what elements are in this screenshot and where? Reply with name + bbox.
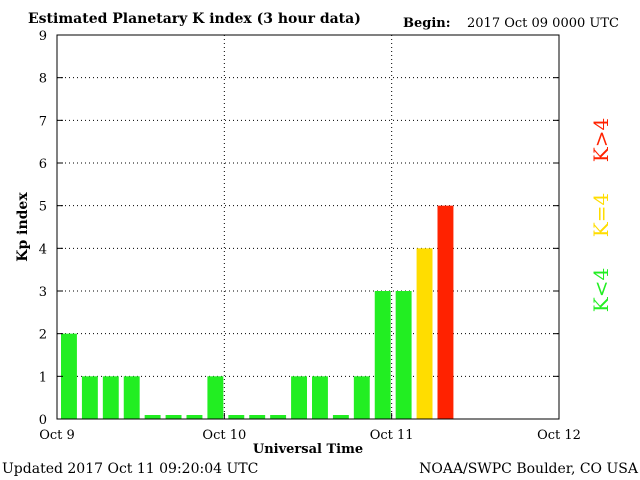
- begin-label: Begin:: [403, 16, 451, 31]
- kp-bar: [123, 376, 140, 419]
- y-axis-label: Kp index: [15, 192, 31, 262]
- begin-value: 2017 Oct 09 0000 UTC: [467, 16, 619, 31]
- legend-label: K<4: [589, 268, 613, 312]
- kp-bar: [395, 291, 412, 419]
- legend: K>4 K=4 K<4: [589, 118, 613, 312]
- updated-timestamp: Updated 2017 Oct 11 09:20:04 UTC: [2, 461, 258, 477]
- chart-title: Estimated Planetary K index (3 hour data…: [28, 11, 361, 27]
- kp-bar: [144, 415, 161, 419]
- y-tick-label: 9: [39, 29, 47, 44]
- kp-bar: [437, 205, 454, 419]
- kp-bar: [249, 415, 266, 419]
- plot-frame: [56, 34, 560, 420]
- kp-bar: [332, 415, 349, 419]
- legend-label: K>4: [589, 118, 613, 162]
- kp-bar: [102, 376, 119, 419]
- kp-bar: [291, 376, 307, 419]
- legend-label: K=4: [589, 193, 613, 237]
- x-axis-label: Universal Time: [253, 442, 363, 457]
- source-credit: NOAA/SWPC Boulder, CO USA: [419, 461, 639, 477]
- y-ticks: 0 1 2 3 4 5 6 7 8 9: [39, 29, 559, 428]
- y-tick-label: 5: [39, 200, 47, 215]
- x-ticks: Oct 9 Oct 10 Oct 11 Oct 12: [39, 413, 581, 443]
- kp-bar: [353, 376, 370, 419]
- x-tick-label: Oct 9: [39, 428, 75, 443]
- y-tick-label: 2: [39, 328, 47, 343]
- x-tick-label: Oct 12: [537, 428, 581, 443]
- kp-bar: [207, 376, 224, 419]
- y-tick-label: 7: [39, 114, 47, 129]
- kp-bar: [61, 333, 77, 419]
- kp-bar: [186, 415, 203, 419]
- kp-bar: [270, 415, 287, 419]
- kp-bar: [165, 415, 182, 419]
- kp-bar: [312, 376, 328, 419]
- kp-bar: [374, 291, 391, 419]
- kp-bar: [228, 415, 245, 419]
- x-tick-label: Oct 10: [202, 428, 246, 443]
- y-tick-label: 4: [39, 242, 47, 257]
- x-tick-label: Oct 11: [370, 428, 414, 443]
- y-tick-label: 0: [39, 413, 47, 428]
- y-tick-label: 6: [39, 157, 47, 172]
- bars: [61, 205, 454, 419]
- kp-bar: [81, 376, 98, 419]
- y-tick-label: 8: [39, 72, 47, 87]
- kp-bar: [416, 248, 433, 419]
- y-tick-label: 3: [39, 285, 47, 300]
- grid-lines: [57, 35, 559, 419]
- y-tick-label: 1: [39, 370, 47, 385]
